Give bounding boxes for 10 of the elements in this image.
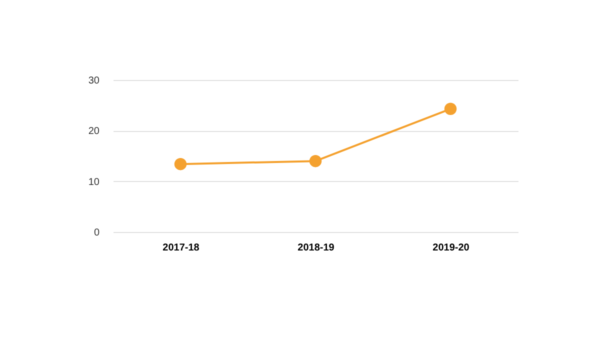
y-tick-label: 0 [94, 228, 100, 238]
point [174, 158, 187, 170]
point [309, 154, 322, 168]
x-tick-label: 2017-18 [162, 242, 200, 254]
y-tick-label: 20 [88, 126, 100, 138]
point [444, 102, 457, 115]
y-tick-label: 10 [88, 176, 100, 188]
x-tick-label: 2018-19 [298, 242, 335, 254]
y-tick-label: 30 [88, 76, 100, 86]
x-tick-label: 2019-20 [432, 242, 470, 254]
